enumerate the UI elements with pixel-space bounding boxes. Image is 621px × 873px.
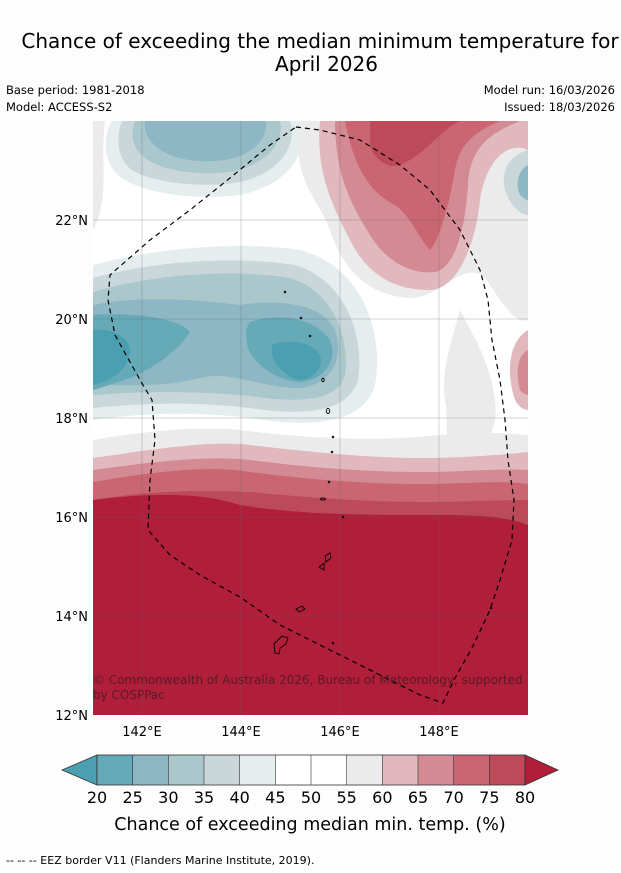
island-east bbox=[489, 606, 493, 610]
colorbar-tick-label: 75 bbox=[479, 788, 499, 807]
colorbar-segment bbox=[382, 755, 419, 785]
colorbar-tick-label: 60 bbox=[372, 788, 392, 807]
lon-label-144: 144°E bbox=[221, 725, 261, 740]
lon-label-148: 148°E bbox=[419, 725, 459, 740]
island-uracas bbox=[283, 290, 287, 294]
island-guguan bbox=[330, 450, 334, 454]
colorbar-tick-label: 65 bbox=[408, 788, 428, 807]
island-asuncion bbox=[308, 334, 312, 338]
lat-label-22: 22°N bbox=[55, 214, 88, 229]
colorbar-tick-label: 20 bbox=[87, 788, 107, 807]
lon-label-142: 142°E bbox=[122, 725, 162, 740]
colorbar-tick-label: 25 bbox=[122, 788, 142, 807]
island-guam bbox=[273, 635, 289, 655]
colorbar-segment bbox=[168, 755, 205, 785]
colorbar bbox=[60, 754, 559, 786]
blob-blue-ne bbox=[503, 150, 528, 215]
map-title-line2: April 2026 bbox=[275, 52, 378, 76]
colorbar-segment bbox=[97, 755, 134, 785]
island-tinian bbox=[318, 562, 325, 571]
lat-label-18: 18°N bbox=[55, 412, 88, 427]
colorbar-segment bbox=[275, 755, 312, 785]
lat-label-14: 14°N bbox=[55, 610, 88, 625]
copyright-text-line2: by COSPPac bbox=[93, 688, 165, 702]
island-pagan bbox=[325, 408, 331, 414]
blob-blue-ne-core bbox=[517, 165, 528, 200]
eez-footnote: -- -- -- EEZ border V11 (Flanders Marine… bbox=[6, 854, 315, 867]
patch-grey-nw bbox=[93, 121, 105, 230]
colorbar-tick-label: 30 bbox=[158, 788, 178, 807]
islands bbox=[273, 290, 493, 655]
colorbar-ticks: 20 25 30 35 40 45 50 55 60 65 70 75 80 bbox=[87, 788, 535, 807]
eez-border bbox=[107, 126, 515, 704]
model-run: Model run: 16/03/2026 bbox=[483, 83, 615, 97]
island-maug bbox=[299, 316, 303, 320]
band-red-s6 bbox=[93, 494, 528, 715]
region-red-east-core bbox=[517, 350, 528, 395]
band-grey-east bbox=[443, 310, 496, 456]
colorbar-tick-label: 80 bbox=[515, 788, 535, 807]
lat-label-16: 16°N bbox=[55, 511, 88, 526]
island-agrihan bbox=[321, 377, 325, 383]
colorbar-extend-low bbox=[60, 754, 98, 786]
island-sarigan bbox=[327, 480, 331, 484]
colorbar-tick-label: 70 bbox=[443, 788, 463, 807]
colorbar-segment bbox=[453, 755, 490, 785]
colorbar-label: Chance of exceeding median min. temp. (%… bbox=[114, 815, 505, 835]
colorbar-segment bbox=[418, 755, 455, 785]
graticule bbox=[93, 121, 528, 715]
colorbar-tick-label: 35 bbox=[194, 788, 214, 807]
lat-label-20: 20°N bbox=[55, 313, 88, 328]
colorbar-segment bbox=[132, 755, 169, 785]
blob-blue-nw-core bbox=[144, 121, 266, 162]
island-alamagan bbox=[331, 435, 335, 439]
lon-label-146: 146°E bbox=[320, 725, 360, 740]
model-name: Model: ACCESS-S2 bbox=[6, 100, 113, 114]
island-anatahan bbox=[320, 497, 326, 501]
colorbar-segment bbox=[346, 755, 383, 785]
colorbar-segment bbox=[239, 755, 276, 785]
colorbar-tick-label: 50 bbox=[301, 788, 321, 807]
band-blue-west-core bbox=[93, 329, 130, 385]
island-rota bbox=[295, 605, 306, 613]
band-blue-center-core bbox=[272, 341, 321, 380]
colorbar-tick-label: 45 bbox=[265, 788, 285, 807]
colorbar-segment bbox=[489, 755, 526, 785]
base-period: Base period: 1981-2018 bbox=[6, 83, 145, 97]
colorbar-segment bbox=[204, 755, 241, 785]
map-title-line1: Chance of exceeding the median minimum t… bbox=[21, 29, 619, 53]
lat-label-12: 12°N bbox=[55, 709, 88, 724]
colorbar-tick-label: 55 bbox=[336, 788, 356, 807]
island-cocos bbox=[331, 641, 335, 645]
region-red-ne-core bbox=[370, 121, 460, 166]
axis-labels: 22°N 20°N 18°N 16°N 14°N 12°N 142°E 144°… bbox=[55, 214, 459, 740]
island-saipan bbox=[324, 552, 332, 563]
colorbar-tick-label: 40 bbox=[229, 788, 249, 807]
copyright-text: © Commonwealth of Australia 2026, Bureau… bbox=[93, 673, 523, 687]
colorbar-segment bbox=[311, 755, 348, 785]
issued-date: Issued: 18/03/2026 bbox=[504, 100, 615, 114]
colorbar-extend-high bbox=[524, 754, 559, 786]
island-farallon bbox=[341, 515, 345, 519]
